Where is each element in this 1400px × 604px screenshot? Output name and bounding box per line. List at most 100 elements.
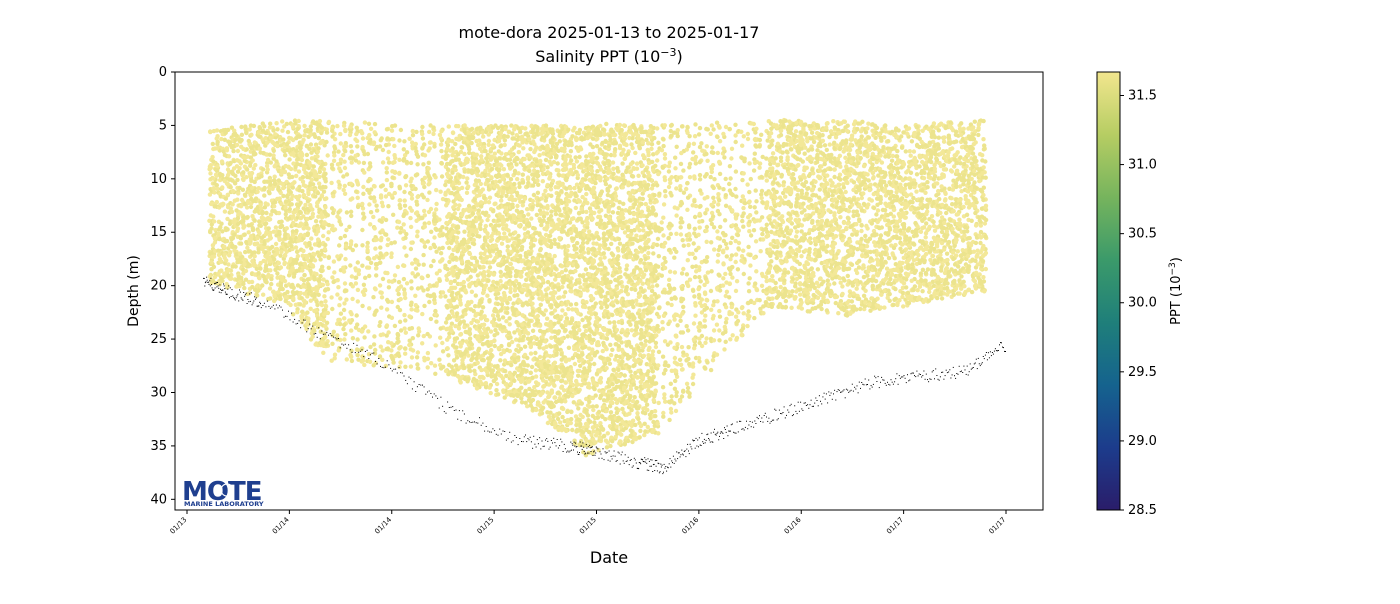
salinity-point	[350, 284, 355, 289]
salinity-point	[211, 264, 217, 270]
salinity-point	[290, 233, 296, 239]
salinity-point	[260, 121, 265, 126]
salinity-point	[258, 260, 263, 266]
salinity-point	[365, 244, 370, 249]
salinity-point	[416, 326, 421, 331]
salinity-point	[249, 279, 255, 285]
salinity-point	[242, 257, 247, 263]
salinity-point	[316, 226, 321, 231]
salinity-point	[386, 160, 392, 165]
salinity-point	[486, 213, 491, 219]
salinity-point	[472, 368, 477, 373]
salinity-point	[349, 160, 354, 165]
salinity-point	[220, 173, 225, 178]
salinity-point	[349, 213, 354, 219]
salinity-point	[235, 169, 241, 174]
salinity-point	[253, 162, 258, 168]
salinity-point	[235, 148, 241, 154]
salinity-point	[538, 131, 543, 136]
salinity-point	[389, 341, 394, 346]
salinity-point	[341, 307, 347, 313]
salinity-point	[478, 226, 483, 232]
salinity-point	[453, 363, 459, 368]
salinity-point	[403, 351, 408, 356]
salinity-point	[568, 186, 573, 191]
salinity-point	[478, 189, 484, 195]
salinity-point	[348, 310, 353, 315]
salinity-point	[317, 174, 322, 180]
salinity-point	[396, 279, 402, 285]
salinity-point	[396, 353, 402, 359]
salinity-point	[255, 293, 260, 298]
salinity-point	[391, 137, 396, 142]
salinity-point	[402, 198, 407, 203]
salinity-point	[459, 145, 465, 150]
salinity-point	[322, 254, 327, 259]
salinity-point	[536, 381, 541, 387]
salinity-point	[265, 157, 271, 163]
salinity-point	[255, 189, 260, 194]
salinity-point	[403, 174, 408, 180]
salinity-point	[267, 179, 273, 185]
salinity-point	[508, 381, 514, 386]
salinity-point	[298, 221, 304, 226]
salinity-point	[273, 142, 278, 148]
salinity-point	[447, 219, 452, 225]
salinity-point	[396, 339, 401, 344]
salinity-point	[458, 302, 463, 307]
salinity-point	[254, 266, 259, 271]
salinity-point	[475, 360, 480, 365]
salinity-point	[331, 158, 337, 163]
salinity-point	[521, 360, 526, 365]
salinity-point	[495, 301, 501, 307]
salinity-point	[291, 296, 296, 301]
salinity-point	[241, 219, 246, 224]
salinity-point	[264, 163, 270, 169]
salinity-point	[505, 244, 510, 249]
salinity-point	[342, 165, 348, 171]
salinity-point	[260, 137, 265, 142]
salinity-point	[336, 149, 341, 154]
salinity-point	[329, 180, 334, 186]
salinity-point	[342, 281, 348, 286]
salinity-point	[432, 217, 437, 222]
salinity-point	[273, 225, 279, 230]
salinity-point	[539, 291, 544, 297]
salinity-point	[242, 232, 247, 237]
salinity-point	[433, 312, 438, 317]
salinity-point	[410, 271, 415, 276]
salinity-point	[330, 341, 335, 346]
salinity-point	[425, 197, 430, 203]
salinity-point	[300, 175, 306, 180]
salinity-point	[552, 321, 557, 326]
salinity-point	[512, 352, 517, 357]
salinity-point	[272, 294, 277, 299]
salinity-point	[563, 290, 568, 295]
salinity-point	[462, 229, 467, 234]
salinity-point	[428, 316, 434, 322]
salinity-point	[525, 283, 530, 288]
salinity-point	[389, 193, 394, 198]
salinity-point	[309, 177, 314, 183]
salinity-point	[336, 210, 341, 215]
salinity-point	[272, 181, 278, 186]
salinity-point	[422, 153, 428, 158]
salinity-point	[359, 347, 364, 352]
salinity-point	[426, 166, 431, 171]
salinity-point	[309, 236, 314, 241]
salinity-point	[298, 262, 303, 267]
salinity-point	[565, 248, 570, 253]
salinity-point	[209, 226, 214, 231]
salinity-point	[528, 155, 533, 160]
salinity-point	[445, 346, 450, 351]
salinity-point	[429, 361, 434, 366]
salinity-point	[502, 138, 508, 143]
salinity-point	[557, 295, 562, 300]
salinity-point	[549, 388, 554, 393]
salinity-point	[218, 259, 223, 264]
salinity-point	[504, 319, 509, 324]
salinity-point	[215, 168, 220, 173]
salinity-point	[474, 378, 479, 383]
salinity-point	[269, 281, 274, 287]
salinity-point	[477, 325, 483, 330]
